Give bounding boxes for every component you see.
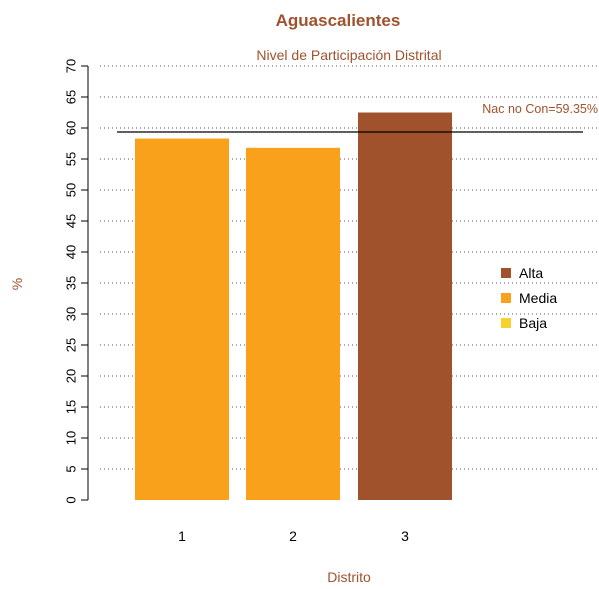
- bar-distrito-3: [358, 112, 452, 500]
- y-tick-label: 25: [64, 338, 79, 352]
- y-tick-label: 65: [64, 90, 79, 104]
- y-tick-label: 30: [64, 307, 79, 321]
- x-axis-label: Distrito: [327, 569, 371, 585]
- y-tick-label: 70: [64, 59, 79, 73]
- grid-lines: [100, 65, 597, 470]
- y-tick-label: 60: [64, 121, 79, 135]
- y-tick-label: 5: [64, 465, 79, 472]
- y-tick-label: 35: [64, 276, 79, 290]
- y-tick-label: 15: [64, 400, 79, 414]
- bar-distrito-1: [135, 138, 229, 501]
- chart-subtitle: Nivel de Participación Distrital: [256, 47, 441, 63]
- y-tick-label: 20: [64, 369, 79, 383]
- legend-label-alta: Alta: [519, 265, 543, 281]
- legend-swatch-baja: [501, 318, 511, 328]
- reference-line-group: Nac no Con=59.35%: [117, 102, 598, 133]
- legend-label-media: Media: [519, 290, 557, 306]
- legend: Alta Media Baja: [501, 265, 557, 331]
- y-axis-label: %: [9, 278, 25, 290]
- y-tick-label: 40: [64, 245, 79, 259]
- x-tick-label: 2: [289, 528, 297, 544]
- y-tick-label: 45: [64, 214, 79, 228]
- legend-swatch-media: [501, 293, 511, 303]
- reference-line-label: Nac no Con=59.35%: [482, 102, 598, 116]
- y-tick-label: 0: [64, 496, 79, 503]
- x-axis: 1 2 3: [178, 528, 409, 544]
- legend-swatch-alta: [501, 268, 511, 278]
- x-tick-label: 3: [401, 528, 409, 544]
- y-tick-label: 55: [64, 152, 79, 166]
- bars: [135, 112, 452, 501]
- legend-label-baja: Baja: [519, 315, 547, 331]
- y-axis: 0 5 10 15 20 25 30 35 40 45 50 55 60 65 70: [64, 59, 89, 504]
- y-tick-label: 10: [64, 431, 79, 445]
- chart-title: Aguascalientes: [276, 11, 401, 30]
- bar-distrito-2: [246, 147, 340, 500]
- y-tick-label: 50: [64, 183, 79, 197]
- x-tick-label: 1: [178, 528, 186, 544]
